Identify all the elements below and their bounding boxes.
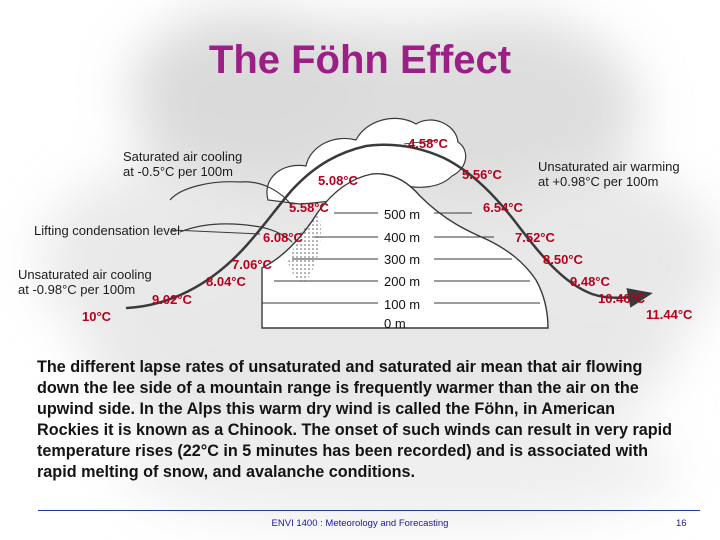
summit-leader — [403, 139, 439, 145]
altitude-label: 400 m — [384, 230, 421, 245]
page-number: 16 — [676, 518, 687, 529]
slide-title: The Föhn Effect — [208, 38, 512, 82]
altitude-label: 0 m — [384, 316, 406, 331]
cloud-band — [169, 181, 293, 207]
cloud-band — [179, 223, 293, 243]
temperature-label: 11.44°C — [646, 307, 693, 322]
temperature-label: 6.08°C — [263, 230, 303, 245]
explanation-paragraph: The different lapse rates of unsaturated… — [37, 358, 673, 481]
footer-course-title: ENVI 1400 : Meteorology and Forecasting — [271, 518, 449, 529]
unsaturated-warming-label: Unsaturated air warming at +0.98°C per 1… — [538, 159, 680, 189]
footer-divider — [38, 510, 700, 511]
airflow-arrow — [125, 143, 653, 310]
temperature-label: 10°C — [82, 309, 112, 324]
temperature-label: 5.08°C — [318, 173, 358, 188]
altitude-label: 200 m — [384, 274, 421, 289]
altitude-label: 500 m — [384, 207, 421, 222]
temperature-label: 9.02°C — [152, 292, 192, 307]
temperature-label: 8.04°C — [206, 274, 246, 289]
saturated-cooling-label: Saturated air cooling at -0.5°C per 100m — [123, 149, 243, 179]
temperature-label: 7.06°C — [232, 257, 272, 272]
temperature-label: 6.54°C — [483, 200, 523, 215]
altitude-lines — [262, 212, 540, 304]
temperature-label: 5.58°C — [289, 200, 329, 215]
temperature-label: 8.50°C — [543, 252, 583, 267]
temperature-label: 4.58°C — [408, 136, 448, 151]
temperature-label: 9.48°C — [570, 274, 610, 289]
temperature-label: 7.52°C — [515, 230, 555, 245]
lcl-label: Lifting condensation level — [34, 223, 180, 238]
altitude-label: 100 m — [384, 297, 421, 312]
altitude-label: 300 m — [384, 252, 421, 267]
foehn-diagram — [125, 117, 653, 329]
cloud-shading — [288, 212, 322, 284]
unsaturated-cooling-label: Unsaturated air cooling at -0.98°C per 1… — [18, 267, 152, 297]
lcl-leader — [171, 229, 261, 235]
temperature-label: 10.46°C — [598, 291, 646, 306]
temperature-label: 5.56°C — [462, 167, 502, 182]
